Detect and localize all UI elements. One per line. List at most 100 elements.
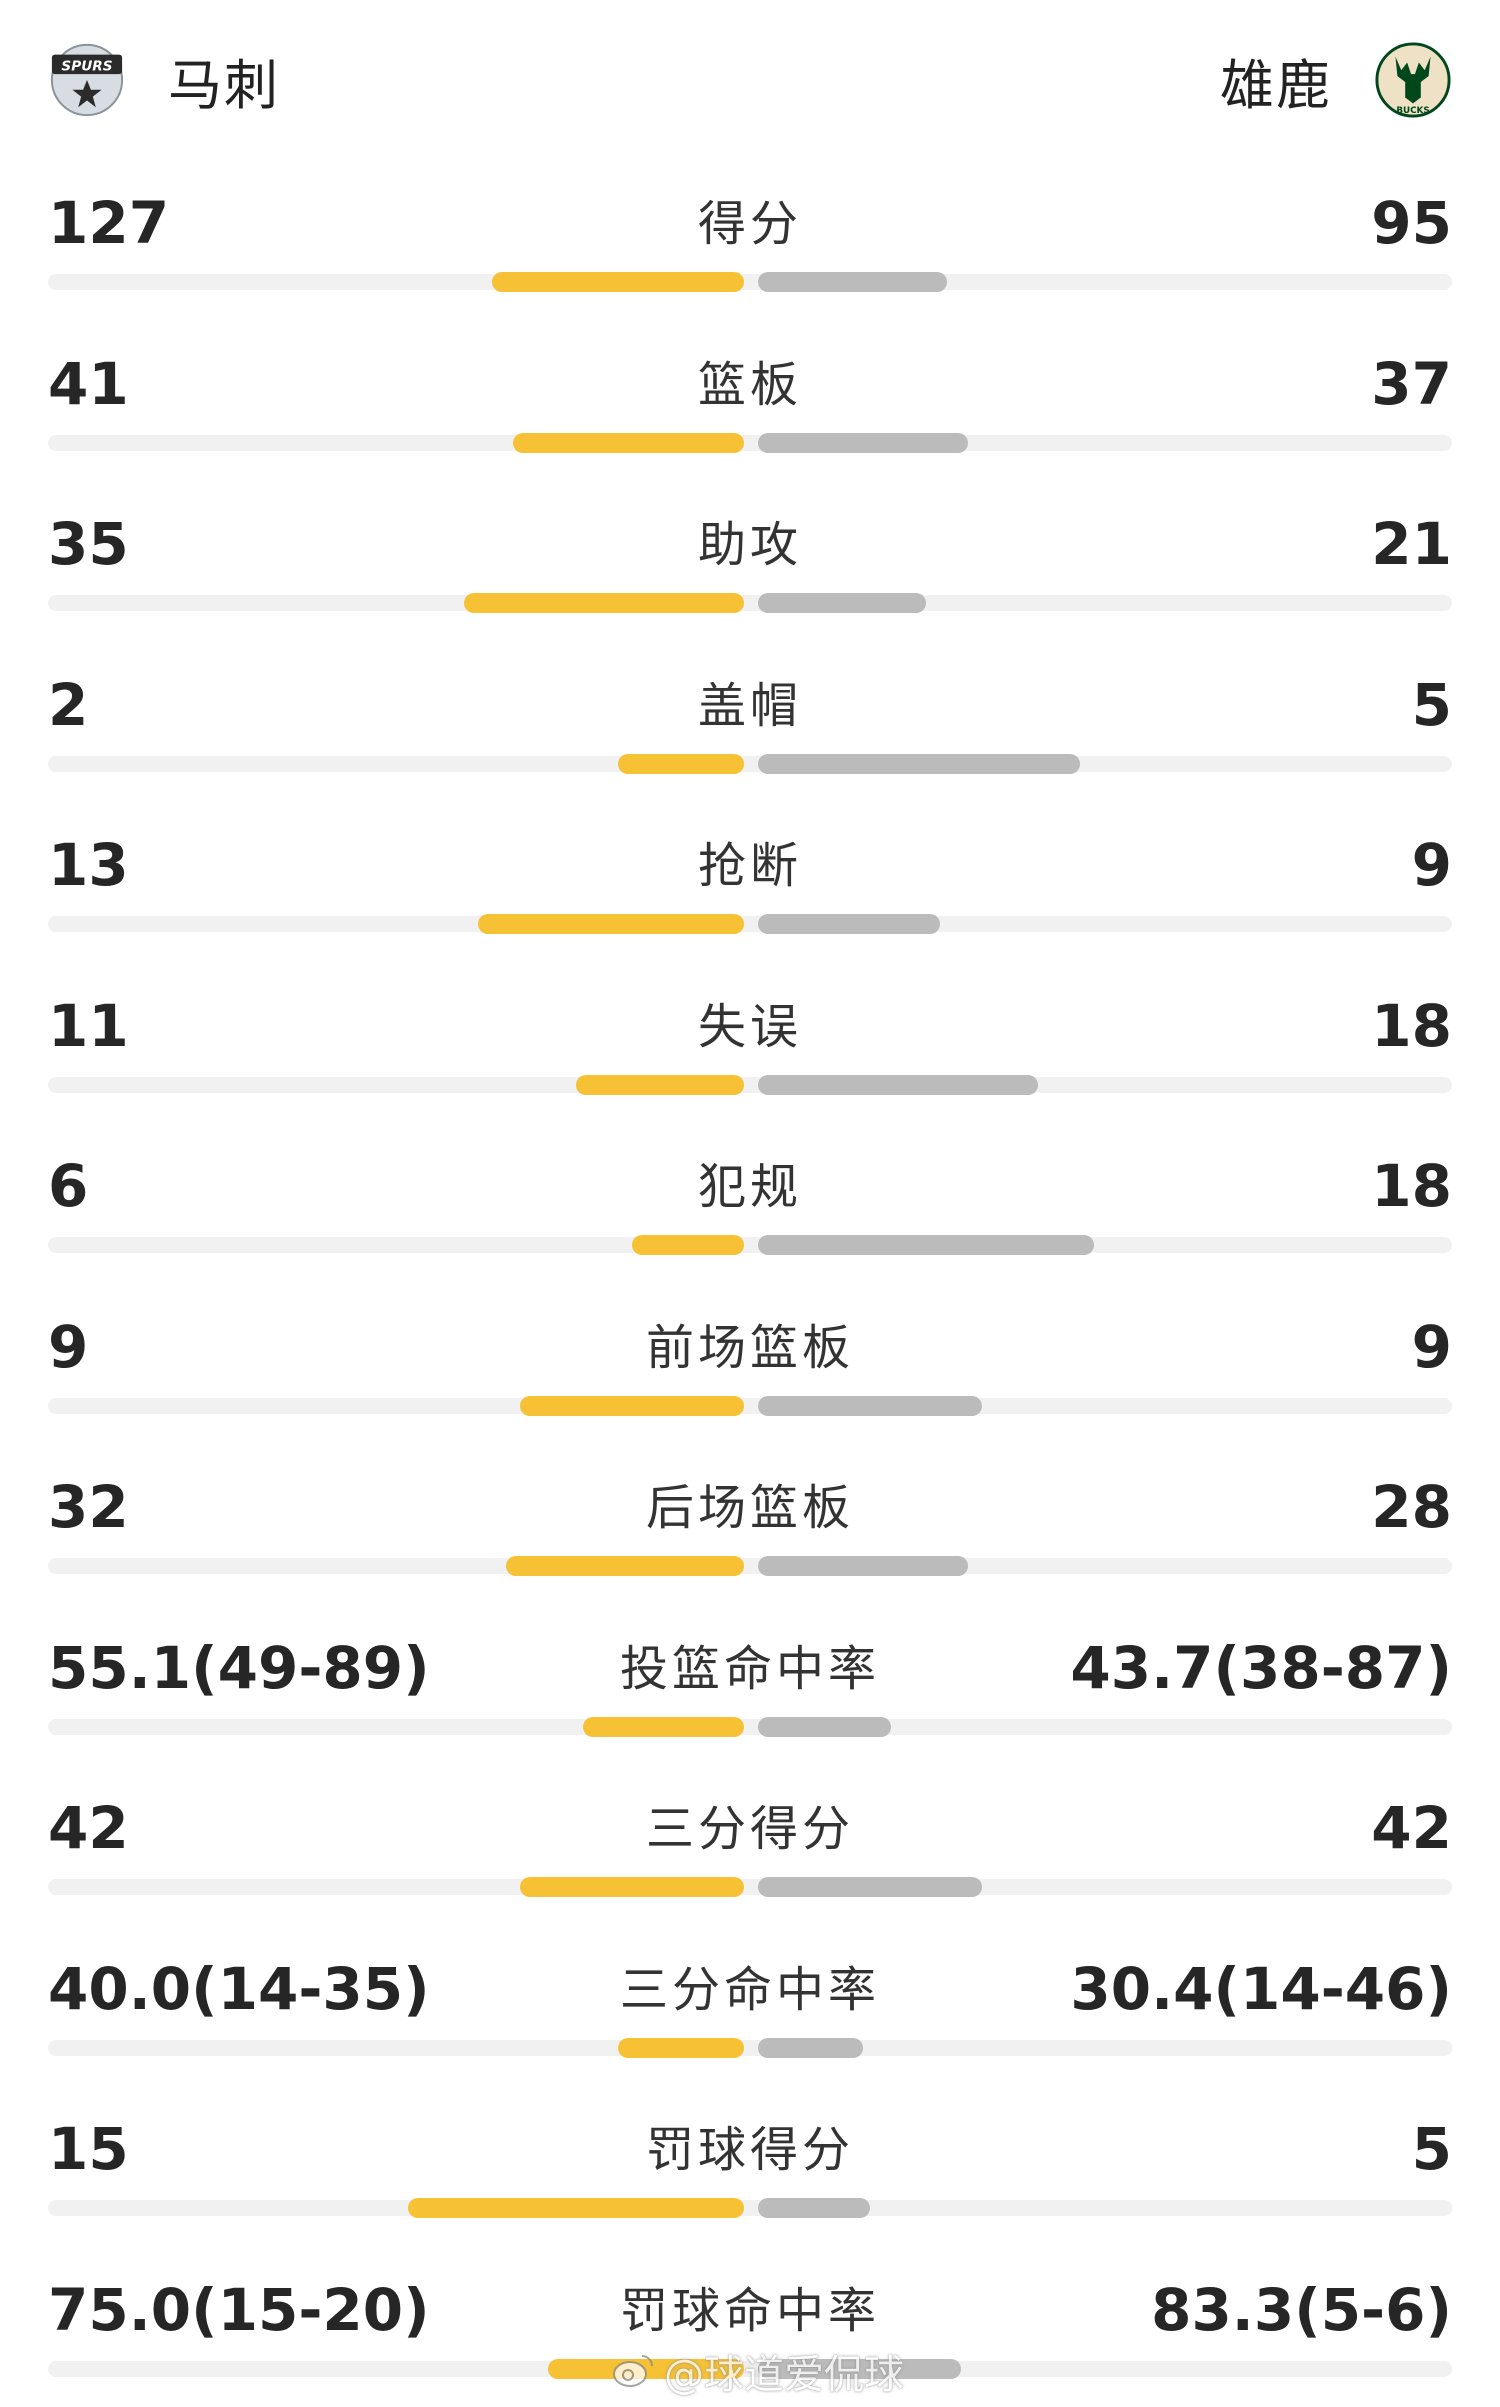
stat-row: 35 助攻 21 [0,481,1500,642]
away-stat-bar [758,593,926,613]
stat-bar-track [48,2040,1452,2056]
home-stat-bar [632,1235,744,1255]
away-stat-bar [758,754,1080,774]
bucks-logo-icon: BUCKS [1374,41,1452,119]
home-stat-bar [520,1877,744,1897]
stat-row: 42 三分得分 42 [0,1765,1500,1926]
stat-bar-track [48,274,1452,290]
stat-label: 后场篮板 [646,1478,854,1538]
home-stat-value: 41 [48,349,129,419]
away-stat-bar [758,914,940,934]
stat-row: 11 失误 18 [0,963,1500,1124]
away-stat-value: 18 [1371,1151,1452,1221]
home-stat-bar [492,272,744,292]
away-stat-bar [758,2038,863,2058]
home-stat-value: 40.0(14-35) [48,1954,430,2024]
home-stat-value: 42 [48,1793,129,1863]
watermark-text: @球道爱侃球 [664,2342,904,2400]
stat-row: 32 后场篮板 28 [0,1444,1500,1605]
away-stat-value: 9 [1412,1312,1452,1382]
away-stat-bar [758,2198,870,2218]
home-stat-value: 6 [48,1151,88,1221]
stat-row: 2 盖帽 5 [0,642,1500,803]
stat-row: 127 得分 95 [0,160,1500,321]
stat-label: 助攻 [698,515,802,575]
stat-label: 犯规 [698,1157,802,1217]
home-stat-bar [618,754,744,774]
away-stat-value: 9 [1412,830,1452,900]
bucks-logo-text: BUCKS [1396,106,1429,116]
home-stat-bar [478,914,744,934]
away-stat-value: 83.3(5-6) [1151,2275,1452,2345]
stat-bar-track [48,595,1452,611]
stat-label: 失误 [698,997,802,1057]
away-stat-bar [758,1235,1094,1255]
stat-label: 罚球命中率 [620,2281,880,2341]
home-stat-value: 15 [48,2114,129,2184]
home-stat-bar [618,2038,744,2058]
away-stat-value: 30.4(14-46) [1070,1954,1452,2024]
stat-bar-track [48,1558,1452,1574]
home-stat-bar [408,2198,744,2218]
away-stat-value: 28 [1371,1472,1452,1542]
stat-bar-track [48,435,1452,451]
away-stat-bar [758,433,968,453]
stat-label: 抢断 [698,836,802,896]
home-team-name: 马刺 [168,41,280,120]
home-stat-bar [506,1556,744,1576]
matchup-header: SPURS 马刺 雄鹿 BUCKS [0,0,1500,150]
away-stat-bar [758,1877,982,1897]
stat-label: 三分得分 [646,1799,854,1859]
weibo-icon [612,2352,656,2390]
stat-label: 三分命中率 [620,1960,880,2020]
away-stat-bar [758,1075,1038,1095]
stat-label: 篮板 [698,355,802,415]
away-stat-value: 21 [1371,509,1452,579]
home-stat-value: 13 [48,830,129,900]
away-stat-value: 18 [1371,991,1452,1061]
stat-bar-track [48,1077,1452,1093]
home-stat-bar [520,1396,744,1416]
stat-label: 投篮命中率 [620,1639,880,1699]
away-stat-value: 5 [1412,2114,1452,2184]
away-team[interactable]: 雄鹿 BUCKS [1220,30,1452,130]
away-stat-value: 95 [1371,188,1452,258]
stat-bar-track [48,2200,1452,2216]
home-stat-bar [576,1075,744,1095]
watermark: @球道爱侃球 [612,2342,904,2400]
stat-label: 盖帽 [698,676,802,736]
home-stat-value: 55.1(49-89) [48,1633,430,1703]
spurs-logo-text: SPURS [61,58,112,74]
home-team[interactable]: SPURS 马刺 [48,30,280,130]
home-stat-value: 2 [48,670,88,740]
stat-bar-track [48,1879,1452,1895]
stat-row: 40.0(14-35) 三分命中率 30.4(14-46) [0,1926,1500,2087]
stat-label: 得分 [698,194,802,254]
stat-row: 6 犯规 18 [0,1123,1500,1284]
home-stat-bar [583,1717,744,1737]
away-stat-value: 5 [1412,670,1452,740]
home-stat-value: 11 [48,991,129,1061]
stat-bar-track [48,1719,1452,1735]
stat-row: 13 抢断 9 [0,802,1500,963]
home-stat-bar [513,433,744,453]
home-stat-bar [464,593,744,613]
away-stat-value: 42 [1371,1793,1452,1863]
home-stat-value: 75.0(15-20) [48,2275,430,2345]
home-stat-value: 32 [48,1472,129,1542]
stat-label: 前场篮板 [646,1318,854,1378]
stat-bar-track [48,756,1452,772]
stat-bar-track [48,1237,1452,1253]
away-team-name: 雄鹿 [1220,41,1332,120]
away-stat-bar [758,1396,982,1416]
away-stat-bar [758,1717,891,1737]
stat-row: 9 前场篮板 9 [0,1284,1500,1445]
away-stat-bar [758,1556,968,1576]
home-stat-value: 35 [48,509,129,579]
stat-bar-track [48,916,1452,932]
home-stat-value: 127 [48,188,169,258]
home-stat-value: 9 [48,1312,88,1382]
